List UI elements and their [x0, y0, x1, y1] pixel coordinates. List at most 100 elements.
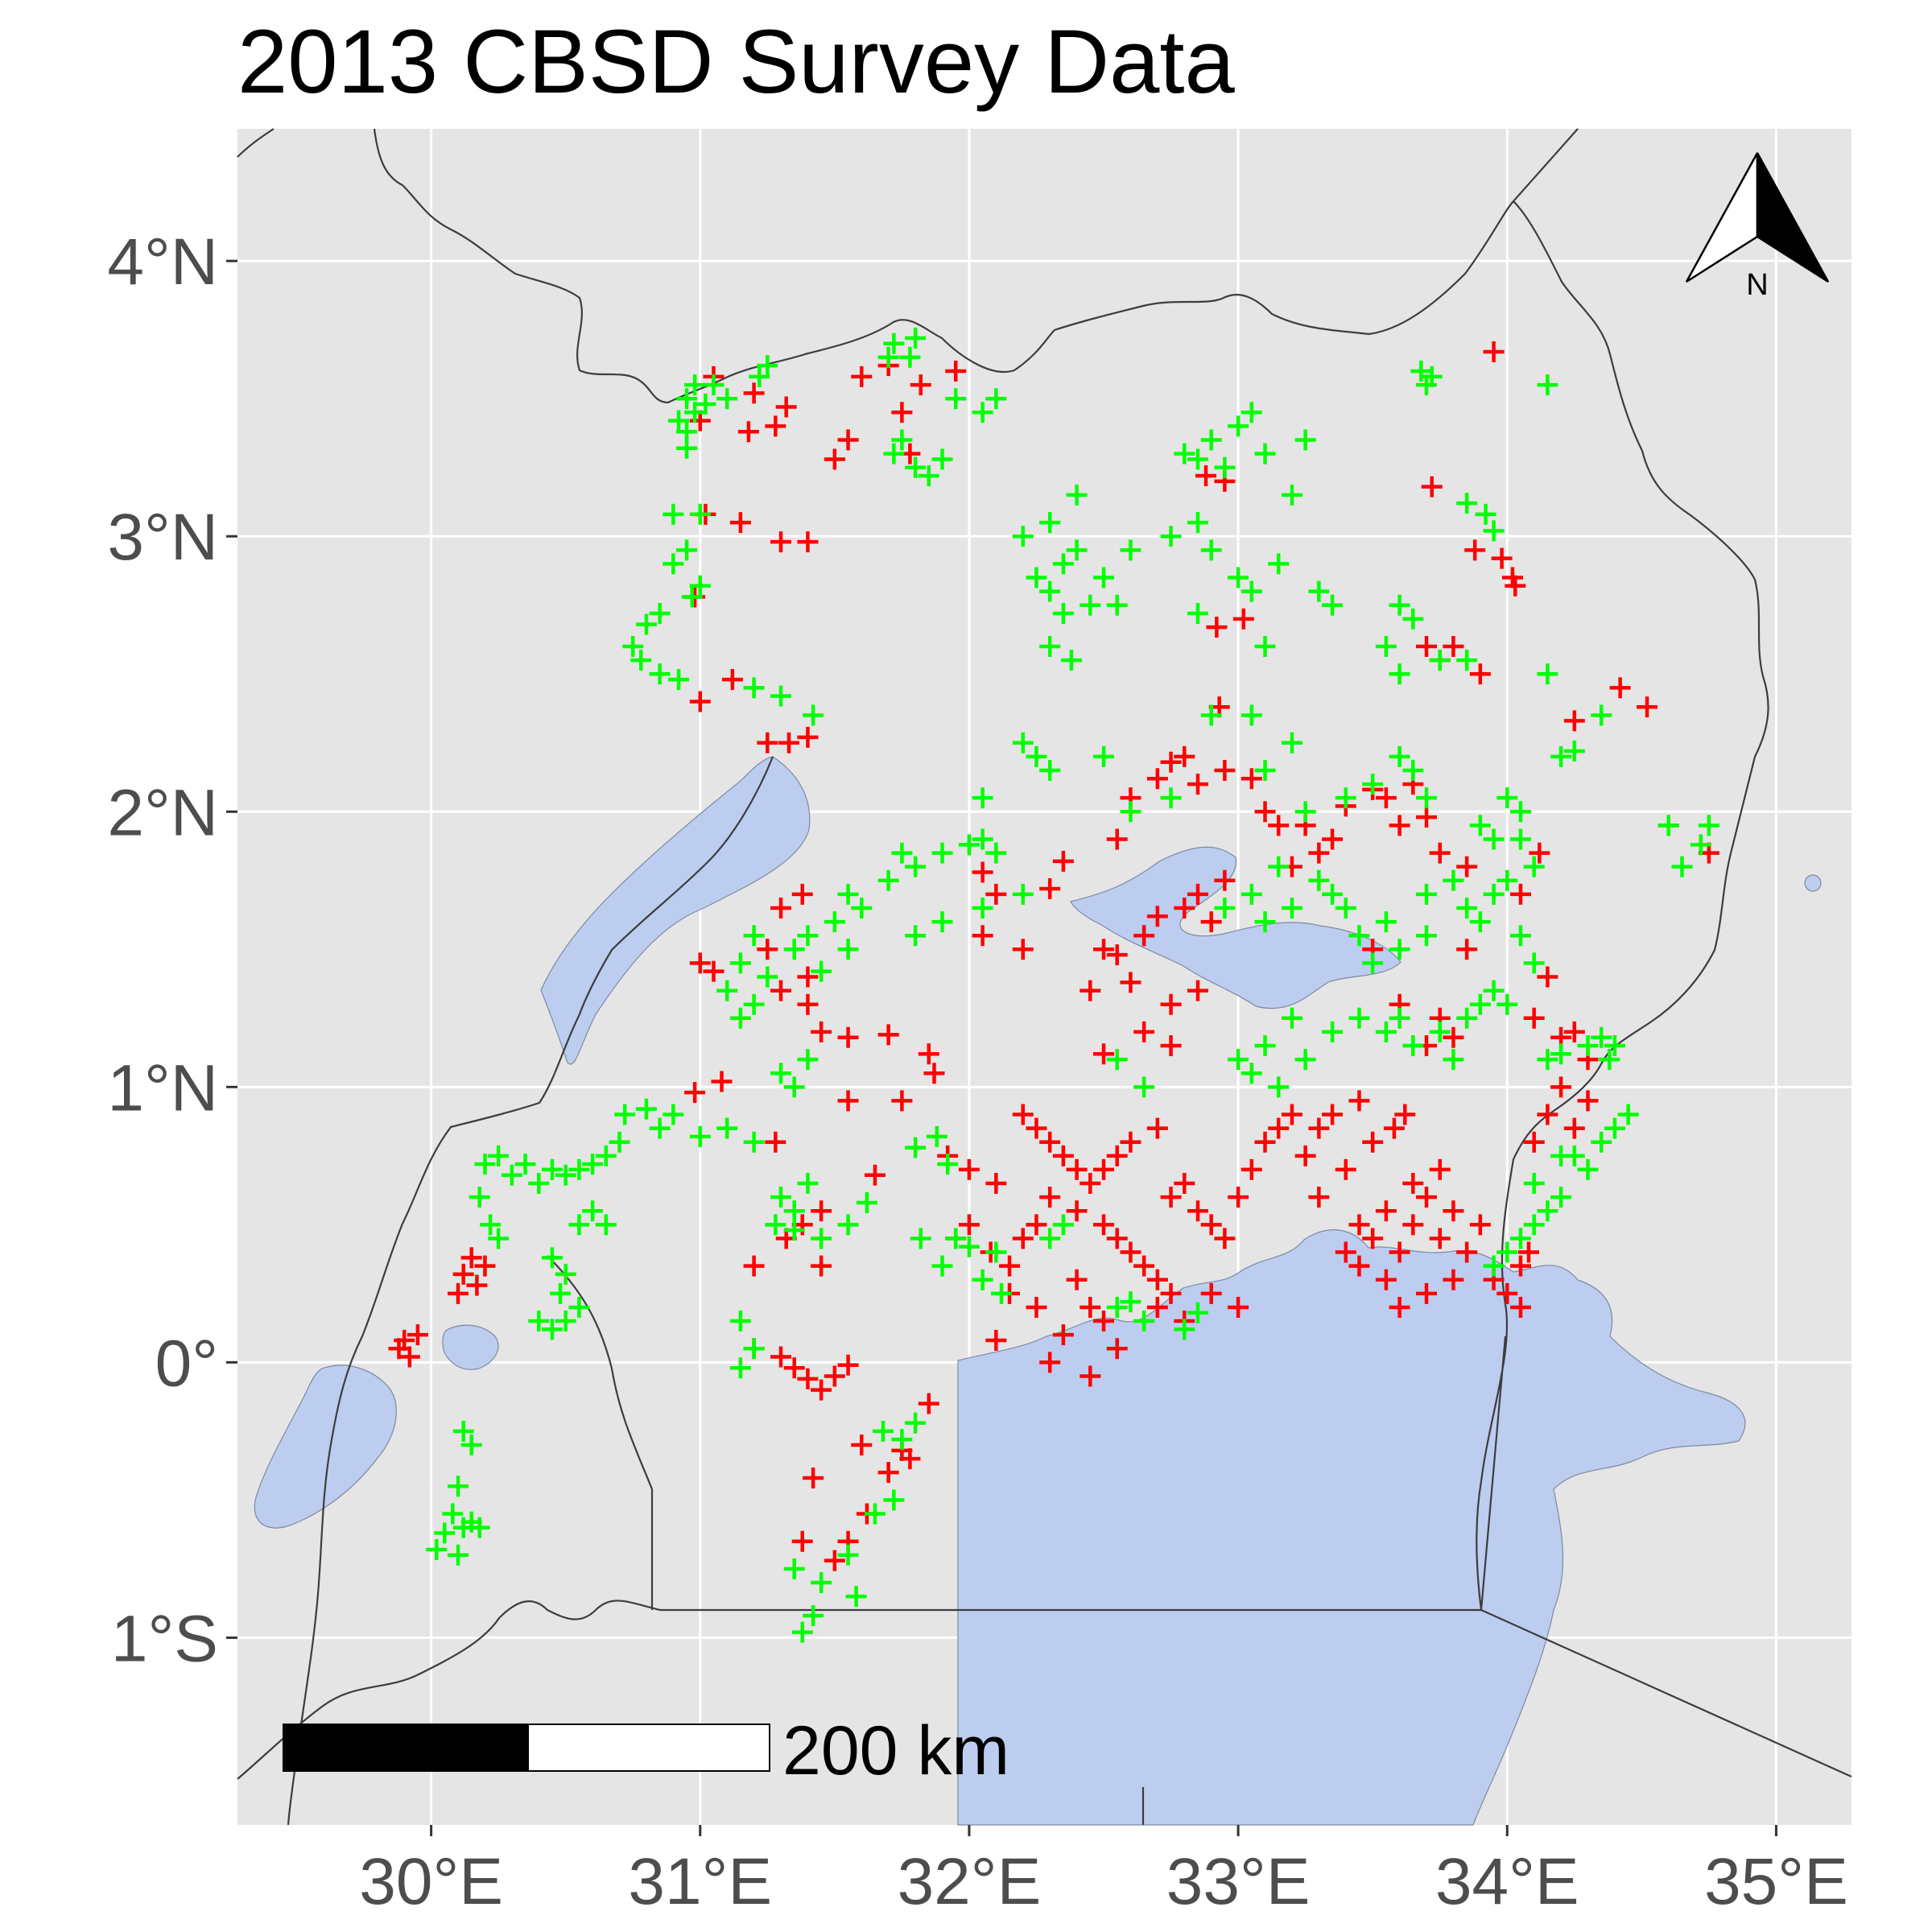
- survey-point-green: [972, 1269, 993, 1290]
- survey-point-green: [1496, 1241, 1518, 1263]
- survey-point-red: [1429, 1158, 1451, 1180]
- survey-point-red: [778, 732, 800, 753]
- survey-point-red: [1174, 745, 1195, 767]
- survey-point-green: [1591, 1026, 1612, 1048]
- x-tick-label: 32°E: [898, 1845, 1042, 1918]
- survey-point-green: [899, 346, 921, 368]
- survey-point-green: [811, 1228, 832, 1249]
- survey-point-red: [1322, 828, 1344, 850]
- survey-point-green: [434, 1522, 456, 1544]
- survey-point-green: [1523, 1173, 1545, 1195]
- survey-point-green: [931, 911, 953, 933]
- survey-point-green: [528, 1311, 550, 1332]
- survey-point-red: [743, 382, 765, 404]
- survey-point-green: [1200, 704, 1222, 726]
- survey-point-green: [770, 1063, 792, 1084]
- y-tick-label: 1°N: [107, 1051, 218, 1125]
- survey-point-green: [1416, 787, 1438, 809]
- survey-point-red: [703, 960, 724, 982]
- survey-point-red: [1160, 751, 1182, 773]
- survey-point-red: [1187, 774, 1208, 795]
- y-tick-label: 4°N: [107, 225, 218, 299]
- survey-point-green: [1106, 1049, 1128, 1071]
- scale-bar-label: 200 km: [782, 1712, 1009, 1790]
- north-arrow: N: [1685, 152, 1830, 302]
- survey-point-green: [452, 1420, 474, 1442]
- survey-point-red: [797, 993, 819, 1015]
- survey-point-green: [1012, 732, 1034, 753]
- survey-point-green: [1469, 993, 1491, 1015]
- survey-point-green: [448, 1544, 469, 1566]
- survey-point-red: [1174, 897, 1195, 919]
- survey-point-green: [1604, 1117, 1625, 1139]
- survey-point-red: [737, 421, 759, 443]
- survey-point-red: [824, 1550, 845, 1571]
- survey-point-red: [1389, 1241, 1410, 1263]
- survey-point-green: [1483, 980, 1505, 1001]
- survey-point-green: [1322, 883, 1344, 905]
- survey-point-red: [985, 883, 1007, 905]
- survey-point-green: [958, 834, 980, 856]
- survey-point-red: [1491, 547, 1513, 569]
- survey-point-red: [721, 669, 743, 691]
- survey-point-green: [918, 464, 939, 486]
- survey-point-red: [1281, 1104, 1302, 1125]
- survey-point-green: [891, 842, 913, 864]
- survey-point-green: [1475, 503, 1496, 525]
- survey-point-green: [803, 704, 824, 726]
- survey-point-green: [1443, 869, 1464, 891]
- survey-point-red: [1200, 911, 1222, 933]
- survey-point-green: [958, 1236, 980, 1257]
- survey-point-green: [1389, 745, 1410, 767]
- survey-point-red: [1254, 1131, 1276, 1153]
- survey-point-green: [1052, 603, 1074, 624]
- survey-point-green: [1254, 1035, 1276, 1057]
- survey-point-green: [488, 1145, 510, 1166]
- survey-point-green: [1294, 429, 1316, 451]
- survey-point-red: [999, 1255, 1021, 1277]
- survey-point-red: [1133, 925, 1155, 947]
- survey-point-green: [1322, 594, 1344, 616]
- survey-point-green: [1389, 1007, 1410, 1029]
- survey-point-green: [1429, 1021, 1451, 1042]
- survey-point-green: [864, 1503, 886, 1525]
- survey-point-red: [1052, 1145, 1074, 1166]
- survey-point-green: [783, 1200, 805, 1222]
- survey-point-green: [1039, 636, 1061, 658]
- survey-point-green: [931, 1255, 953, 1277]
- survey-point-green: [883, 332, 905, 354]
- survey-point-green: [1060, 650, 1082, 671]
- survey-point-red: [1080, 1296, 1101, 1318]
- survey-point-green: [1200, 429, 1222, 451]
- survey-point-red: [1228, 1187, 1249, 1208]
- survey-point-green: [649, 603, 671, 624]
- survey-point-green: [1456, 897, 1478, 919]
- survey-point-green: [1509, 828, 1531, 850]
- survey-point-green: [1496, 869, 1518, 891]
- survey-point-red: [837, 1090, 859, 1112]
- y-tick-label: 2°N: [107, 776, 218, 849]
- survey-point-green: [1348, 925, 1370, 947]
- survey-point-green: [1281, 484, 1302, 506]
- survey-point-green: [1254, 759, 1276, 781]
- survey-point-green: [1402, 759, 1424, 781]
- survey-point-green: [689, 575, 711, 597]
- survey-point-green: [1362, 774, 1384, 795]
- survey-point-red: [765, 1131, 786, 1153]
- survey-point-red: [770, 980, 792, 1001]
- survey-point-green: [568, 1296, 590, 1318]
- survey-point-green: [757, 355, 778, 377]
- survey-point-red: [1146, 1117, 1168, 1139]
- survey-point-red: [1241, 1158, 1262, 1180]
- survey-point-red: [448, 1282, 469, 1304]
- survey-point-red: [958, 1214, 980, 1236]
- survey-point-red: [985, 1173, 1007, 1195]
- y-tick-label: 1°S: [111, 1602, 218, 1675]
- survey-point-green: [595, 1214, 617, 1236]
- survey-point-red: [1066, 1200, 1088, 1222]
- survey-point-green: [1537, 1200, 1558, 1222]
- survey-point-red: [1402, 1214, 1424, 1236]
- survey-point-red: [797, 726, 819, 748]
- survey-point-green: [1375, 636, 1397, 658]
